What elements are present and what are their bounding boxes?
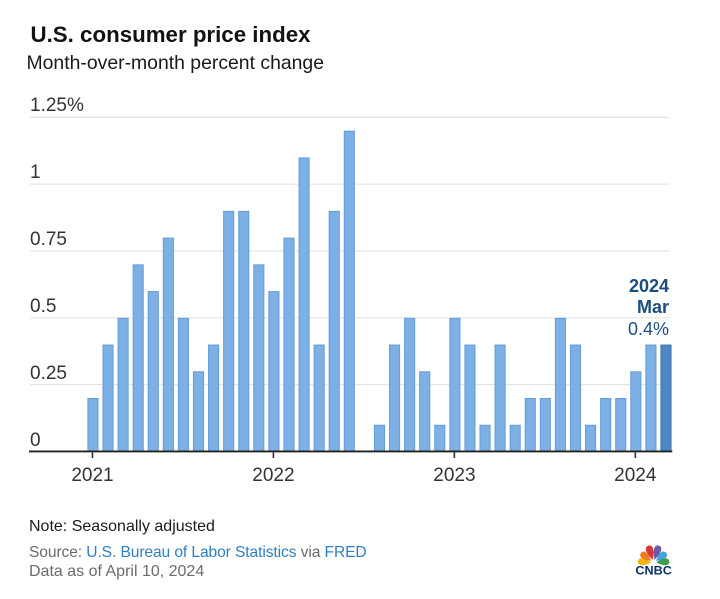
svg-text:CNBC: CNBC <box>635 566 672 577</box>
